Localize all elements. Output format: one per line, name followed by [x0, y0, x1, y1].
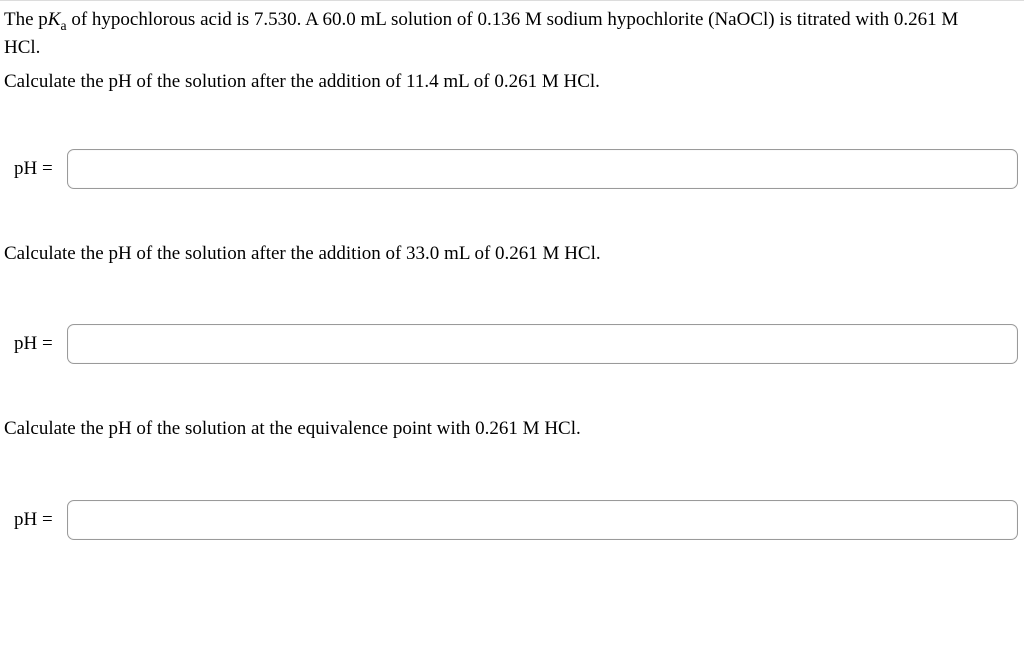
q1-prompt: Calculate the pH of the solution after t…: [4, 69, 1018, 95]
q3-ph-label: pH =: [4, 509, 67, 531]
question-content: The pKa of hypochlorous acid is 7.530. A…: [0, 7, 1024, 540]
intro-K: K: [48, 9, 61, 30]
q2-prompt: Calculate the pH of the solution after t…: [4, 241, 1018, 267]
q2-answer-row: pH =: [4, 324, 1018, 364]
q1-answer-row: pH =: [4, 149, 1018, 189]
q1-ph-input[interactable]: [67, 149, 1018, 189]
problem-intro: The pKa of hypochlorous acid is 7.530. A…: [4, 7, 1018, 61]
q3-prompt: Calculate the pH of the solution at the …: [4, 416, 1018, 442]
q3-ph-input[interactable]: [67, 500, 1018, 540]
top-divider: [0, 0, 1024, 1]
q3-answer-row: pH =: [4, 500, 1018, 540]
intro-line2: HCl.: [4, 37, 40, 58]
intro-text-pre: The p: [4, 9, 48, 30]
q2-ph-label: pH =: [4, 333, 67, 355]
intro-sub-a: a: [60, 18, 66, 33]
q1-ph-label: pH =: [4, 158, 67, 180]
intro-text-rest1: of hypochlorous acid is 7.530. A 60.0 mL…: [67, 9, 959, 30]
q2-ph-input[interactable]: [67, 324, 1018, 364]
